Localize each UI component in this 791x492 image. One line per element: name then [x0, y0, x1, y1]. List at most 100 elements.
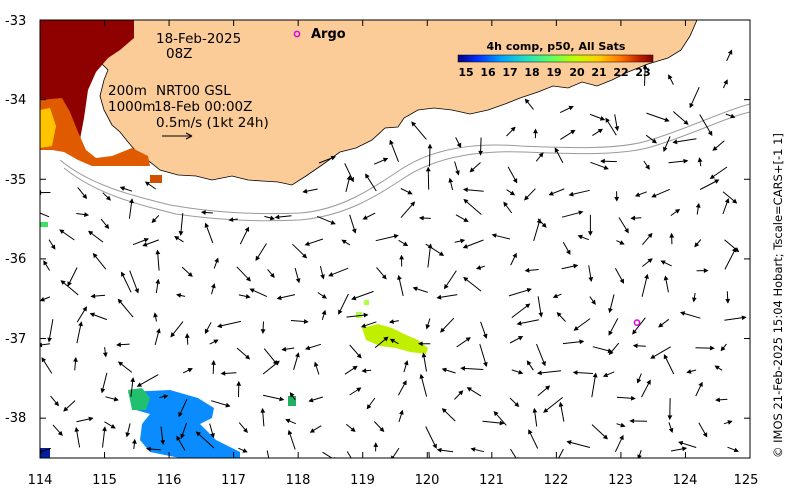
current-vector-head — [178, 411, 183, 418]
current-vector-head — [365, 173, 370, 179]
current-vector-head — [441, 408, 447, 414]
current-vector — [60, 280, 79, 296]
current-vector-head — [269, 469, 272, 472]
current-vector-head — [155, 278, 161, 284]
current-vector-head — [260, 407, 266, 413]
current-vector-head — [669, 232, 675, 238]
current-vector-head — [104, 223, 110, 230]
current-vector-head — [389, 139, 394, 145]
current-vector-head — [187, 368, 193, 373]
scale-arrow-head — [185, 132, 193, 140]
current-vector-head — [41, 357, 47, 363]
current-vector-head — [664, 117, 670, 122]
current-vector-head — [491, 233, 497, 238]
current-vector — [196, 431, 215, 449]
current-vector-head — [538, 152, 544, 158]
current-vector-head — [121, 271, 126, 277]
current-vector-head — [353, 462, 356, 466]
current-vector — [427, 244, 432, 268]
current-vector-head — [43, 260, 48, 266]
colorbar-tick: 17 — [502, 66, 517, 79]
y-tick-label: -38 — [5, 411, 26, 426]
x-tick-label: 120 — [415, 473, 440, 488]
current-vector-head — [289, 392, 295, 398]
current-vector-head — [483, 361, 488, 368]
current-vector-head — [57, 430, 63, 437]
current-vector-head — [410, 201, 416, 207]
current-vector-head — [397, 274, 402, 280]
current-vector-head — [525, 303, 531, 309]
current-vector-head — [714, 365, 720, 371]
x-tick-label: 122 — [544, 473, 569, 488]
current-vector-head — [244, 226, 249, 232]
current-vector-head — [403, 360, 409, 366]
current-vector-head — [74, 426, 80, 432]
current-vector-head — [425, 324, 431, 330]
current-vector — [411, 121, 427, 140]
current-vector-head — [724, 198, 730, 204]
current-vector-head — [672, 139, 678, 145]
current-vector-head — [220, 370, 226, 376]
current-vector-head — [381, 274, 387, 280]
sst-speck — [288, 396, 296, 406]
current-vector-head — [651, 138, 657, 144]
current-vector-head — [599, 116, 606, 121]
scale-label: 0.5m/s (1kt 24h) — [156, 115, 269, 131]
current-vector — [699, 114, 713, 136]
current-vector-head — [636, 378, 642, 384]
current-vector-head — [351, 228, 357, 234]
current-vector-head — [245, 293, 251, 299]
current-vector — [591, 373, 597, 398]
current-vector-head — [60, 280, 66, 285]
current-vector-head — [187, 272, 193, 277]
colorbar-tick: 20 — [569, 66, 585, 79]
current-vector-head — [184, 333, 190, 338]
colorbar-tick: 22 — [613, 66, 628, 79]
current-vector-head — [214, 257, 219, 263]
current-vector — [650, 346, 671, 359]
current-vector-head — [698, 381, 703, 387]
date-label: 18-Feb-2025 — [156, 31, 241, 47]
current-vector-head — [715, 397, 721, 403]
current-vector-head — [578, 210, 584, 216]
current-vector-head — [243, 427, 248, 434]
current-vector-head — [732, 198, 738, 204]
current-vector-head — [526, 360, 532, 366]
current-vector-head — [514, 402, 520, 408]
x-tick-label: 116 — [157, 473, 182, 488]
current-vector-head — [180, 433, 185, 439]
current-vector-head — [689, 102, 694, 109]
current-vector-head — [89, 312, 95, 318]
axis-ticks — [39, 19, 751, 458]
current-vector-head — [630, 395, 636, 401]
current-vector-head — [632, 343, 638, 349]
current-vector-head — [383, 336, 389, 342]
credit-line: © IMOS 21-Feb-2025 15:04 Hobart; Tscale=… — [771, 133, 785, 458]
current-vector-head — [302, 188, 308, 194]
current-vector-head — [200, 210, 206, 215]
current-vector-head — [110, 424, 116, 429]
current-vector-head — [536, 218, 542, 224]
current-vector-head — [67, 281, 72, 287]
current-vector-head — [709, 174, 715, 180]
current-vector-head — [225, 402, 231, 408]
current-vector-head — [727, 49, 733, 55]
current-vector-head — [456, 142, 462, 148]
current-vector-head — [363, 312, 369, 318]
current-vector-head — [309, 428, 315, 433]
current-vector-head — [597, 128, 604, 134]
current-vector-head — [411, 121, 417, 127]
argo-legend-icon — [293, 30, 301, 38]
current-vector-head — [642, 63, 648, 69]
current-vector-head — [683, 119, 689, 125]
current-vector-head — [399, 254, 405, 260]
current-vector-head — [499, 420, 505, 426]
current-vector-head — [524, 267, 530, 273]
current-vector-head — [524, 195, 530, 201]
current-vector-head — [236, 380, 242, 386]
current-vector-head — [714, 179, 720, 184]
current-vector-head — [647, 258, 653, 264]
current-vector-head — [538, 312, 544, 318]
current-vector-head — [366, 404, 372, 410]
current-vector — [266, 450, 270, 458]
